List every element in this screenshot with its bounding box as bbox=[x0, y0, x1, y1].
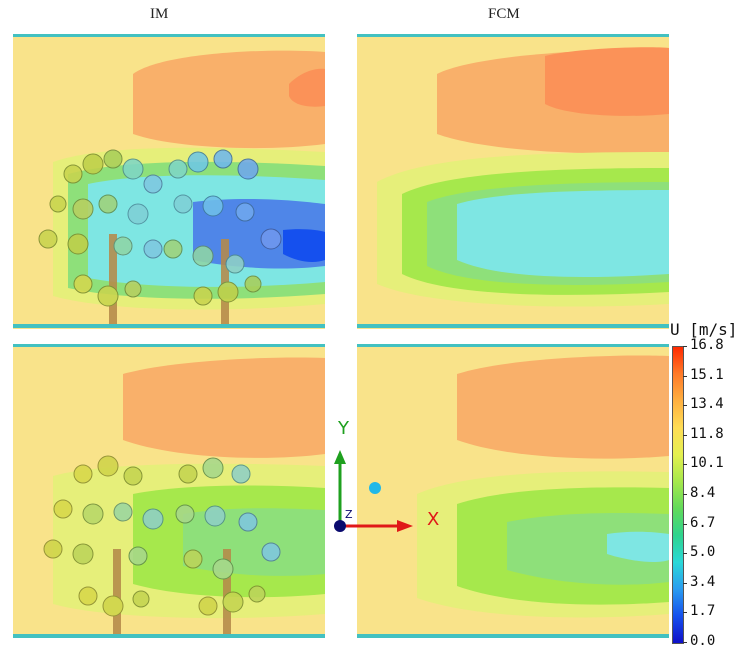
colorbar-tick-mark bbox=[683, 346, 687, 347]
colorbar-tick-label: 15.1 bbox=[690, 366, 724, 383]
colorbar-tick-mark bbox=[683, 405, 687, 407]
axis-label-z: Z bbox=[345, 508, 353, 521]
coordinate-axes: Y X Z bbox=[325, 410, 455, 550]
colorbar-tick-mark bbox=[683, 434, 687, 436]
panel-bottom-left-im bbox=[13, 344, 325, 638]
colorbar-tick-label: 6.7 bbox=[690, 514, 716, 531]
colorbar-tick-label: 0.0 bbox=[690, 633, 716, 649]
colorbar-tick-mark bbox=[683, 375, 687, 377]
colorbar-tick-label: 11.8 bbox=[690, 425, 724, 442]
axis-label-y: Y bbox=[338, 418, 349, 439]
column-title-fcm: FCM bbox=[488, 6, 520, 22]
colorbar: U [m/s] 16.8 15.1 13.4 11.8 10.1 8.4 6.7 5.0 3.4… bbox=[666, 320, 751, 649]
panel-bottom-right-fcm bbox=[357, 344, 669, 638]
colorbar-tick-mark bbox=[683, 553, 687, 555]
colorbar-tick-label: 1.7 bbox=[690, 603, 716, 620]
colorbar-tick-mark bbox=[683, 642, 687, 643]
colorbar-title: U [m/s] bbox=[670, 320, 738, 339]
colorbar-tick-mark bbox=[683, 612, 687, 614]
colorbar-tick-mark bbox=[683, 523, 687, 525]
colorbar-tick-label: 10.1 bbox=[690, 455, 724, 472]
panel-top-right-fcm bbox=[357, 34, 669, 329]
colorbar-tick-label: 13.4 bbox=[690, 396, 724, 413]
colorbar-tick-label: 8.4 bbox=[690, 485, 716, 501]
colorbar-tick-label: 16.8 bbox=[690, 337, 724, 353]
colorbar-tick-mark bbox=[683, 494, 687, 495]
panel-top-left-im bbox=[13, 34, 325, 329]
colorbar-gradient bbox=[672, 346, 684, 644]
colorbar-tick-label: 3.4 bbox=[690, 573, 716, 590]
colorbar-tick-mark bbox=[683, 582, 687, 584]
colorbar-tick-label: 5.0 bbox=[690, 544, 716, 561]
colorbar-tick-mark bbox=[683, 464, 687, 466]
axis-label-x: X bbox=[427, 509, 440, 530]
column-title-im: IM bbox=[150, 6, 169, 22]
